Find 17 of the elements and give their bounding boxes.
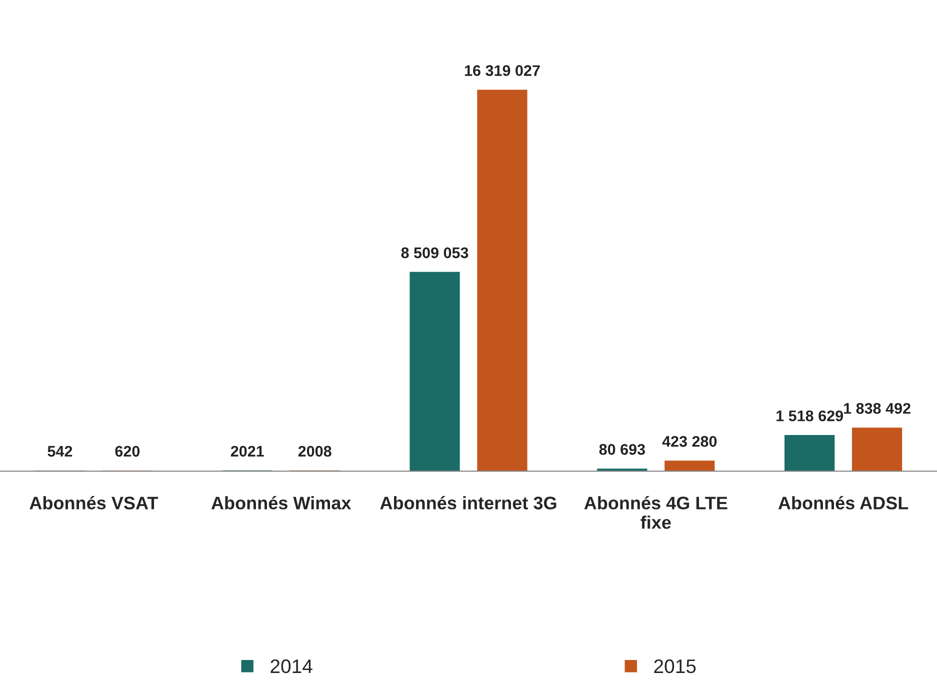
data-label: 16 319 027 — [464, 65, 540, 76]
data-label: 8 509 053 — [401, 247, 468, 258]
legend-label: 2014 — [270, 659, 312, 674]
x-tick-label: Abonnés 4G LTE fixe — [584, 496, 728, 529]
x-tick-label: Abonnés Wimax — [211, 496, 352, 510]
x-tick-label: Abonnés VSAT — [30, 496, 158, 510]
legend-label: 2015 — [654, 659, 696, 674]
data-label: 620 — [115, 446, 140, 457]
data-label: 2021 — [230, 446, 264, 457]
x-tick-label: Abonnés internet 3G — [380, 496, 556, 510]
data-label: 423 280 — [662, 436, 717, 447]
data-label: 542 — [48, 446, 72, 457]
x-tick-label: Abonnés ADSL — [778, 496, 908, 510]
data-label: 1 518 629 — [776, 410, 843, 422]
data-label: 2008 — [298, 446, 332, 457]
data-label: 1 838 492 — [844, 402, 910, 414]
data-label: 80 693 — [599, 444, 645, 455]
